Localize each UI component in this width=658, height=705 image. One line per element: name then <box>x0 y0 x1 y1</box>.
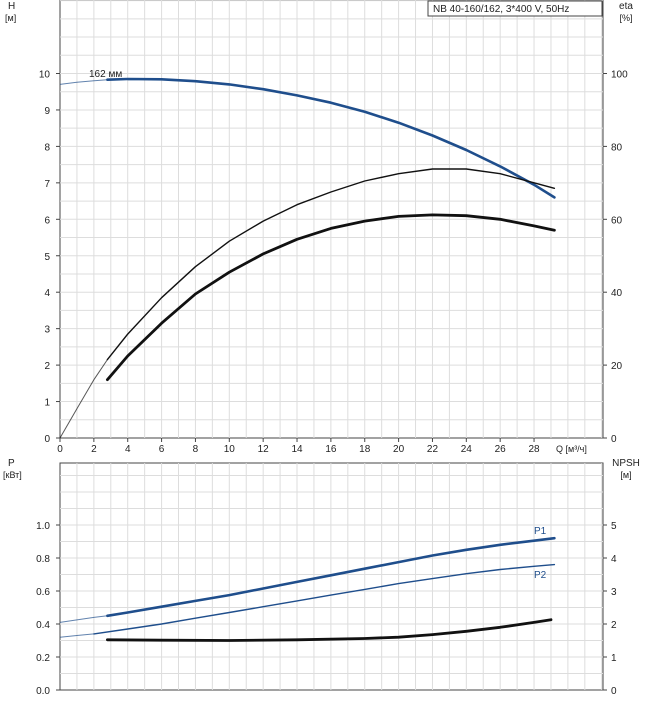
npsh-curve <box>106 618 553 642</box>
power-curve-p2 <box>59 563 556 638</box>
grid-lines <box>60 0 603 690</box>
p-tick-label: 0.4 <box>36 620 50 631</box>
y2-tick-label: 40 <box>611 288 623 299</box>
npsh-axis-unit: [м] <box>620 470 631 480</box>
y-tick-label: 10 <box>39 70 51 81</box>
x-tick-label: 12 <box>258 444 270 455</box>
y-tick-label: 4 <box>44 288 50 299</box>
npsh-tick-label: 2 <box>611 620 617 631</box>
x-tick-label: 22 <box>427 444 439 455</box>
y-tick-label: 8 <box>44 142 50 153</box>
y2-tick-label: 100 <box>611 70 628 81</box>
power-curve-p1 <box>59 536 556 623</box>
label-p1: P1 <box>534 526 547 537</box>
npsh-axis-label: NPSH <box>612 458 640 469</box>
y-tick-label: 0 <box>44 434 50 445</box>
x-tick-label: 26 <box>495 444 507 455</box>
p-tick-label: 0.2 <box>36 653 50 664</box>
y-tick-label: 1 <box>44 398 50 409</box>
npsh-tick-label: 0 <box>611 686 617 697</box>
y2-tick-label: 0 <box>611 434 617 445</box>
efficiency-curve-pump <box>59 168 556 439</box>
power-curve-p1-line <box>106 536 556 618</box>
efficiency-curve-pump-line <box>106 168 556 361</box>
x-tick-label: 0 <box>57 444 63 455</box>
power-curve-p2-extrapolated <box>59 633 94 638</box>
x-axis-label: Q [м³/ч] <box>556 444 587 454</box>
efficiency-curve-total <box>106 213 556 382</box>
label-p2: P2 <box>534 570 547 581</box>
head-curve-162mm-line <box>106 77 556 199</box>
x-tick-label: 14 <box>291 444 303 455</box>
label-162mm: 162 мм <box>89 69 122 80</box>
chart-title: NB 40-160/162, 3*400 V, 50Hz <box>433 4 569 15</box>
y-tick-label: 6 <box>44 215 50 226</box>
p-axis-label: P <box>8 458 15 469</box>
y-axis-label: H <box>8 1 15 12</box>
y-axis-unit: [м] <box>5 13 16 23</box>
efficiency-curve-pump-extrapolated <box>59 359 108 439</box>
title-box <box>427 0 603 17</box>
p-tick-label: 0.0 <box>36 686 50 697</box>
y-tick-label: 7 <box>44 179 50 190</box>
y2-tick-label: 20 <box>611 361 623 372</box>
y-tick-label: 9 <box>44 106 50 117</box>
head-curve-162mm-extrapolated <box>59 79 108 85</box>
npsh-tick-label: 1 <box>611 653 617 664</box>
p-tick-label: 0.6 <box>36 587 50 598</box>
y-tick-label: 2 <box>44 361 50 372</box>
x-tick-label: 10 <box>224 444 236 455</box>
npsh-tick-label: 4 <box>611 554 617 565</box>
x-tick-label: 2 <box>91 444 97 455</box>
p-tick-label: 1.0 <box>36 521 50 532</box>
p-axis-unit: [кВт] <box>3 470 22 480</box>
power-curve-p2-line <box>93 563 556 635</box>
y2-axis-label: eta <box>619 1 633 12</box>
npsh-curve-line <box>106 618 553 642</box>
y2-axis-unit: [%] <box>619 13 632 23</box>
x-tick-label: 8 <box>193 444 199 455</box>
y2-tick-label: 80 <box>611 142 623 153</box>
x-tick-label: 6 <box>159 444 165 455</box>
p-tick-label: 0.8 <box>36 554 50 565</box>
x-tick-label: 20 <box>393 444 405 455</box>
x-tick-label: 18 <box>359 444 371 455</box>
x-tick-label: 28 <box>528 444 540 455</box>
power-curve-p1-extrapolated <box>59 615 108 623</box>
npsh-tick-label: 3 <box>611 587 617 598</box>
x-tick-label: 24 <box>461 444 473 455</box>
efficiency-curve-total-line <box>106 213 556 382</box>
y2-tick-label: 60 <box>611 215 623 226</box>
y-tick-label: 5 <box>44 252 50 263</box>
head-curve-162mm <box>59 77 556 199</box>
x-tick-label: 4 <box>125 444 131 455</box>
npsh-tick-label: 5 <box>611 521 617 532</box>
y-tick-label: 3 <box>44 325 50 336</box>
x-tick-label: 16 <box>325 444 337 455</box>
